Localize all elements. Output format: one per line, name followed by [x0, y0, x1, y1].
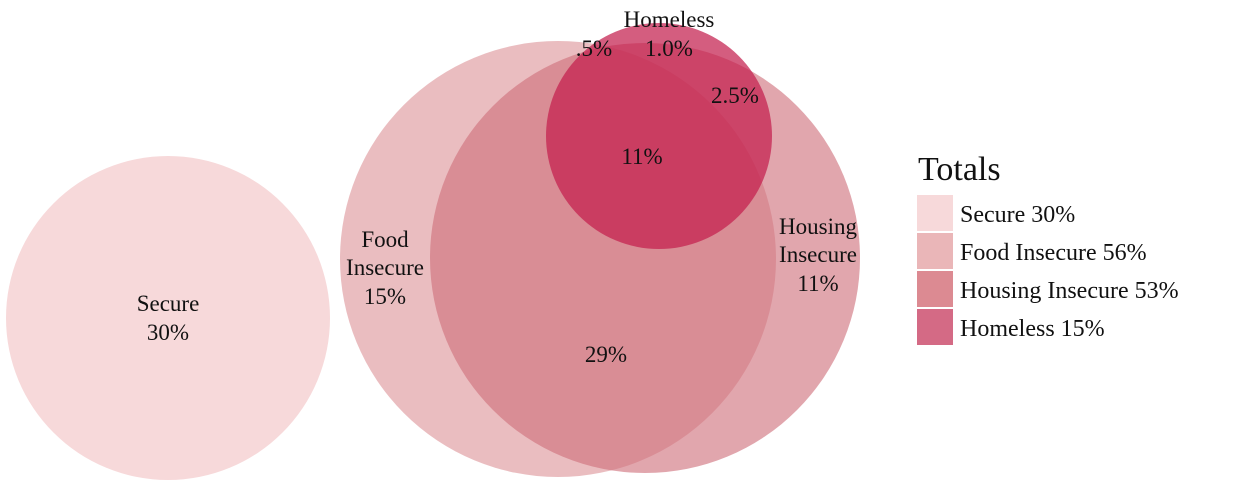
legend-swatch-food: [917, 233, 953, 269]
legend-item-homeless: Homeless 15%: [960, 316, 1105, 342]
legend-item-secure: Secure 30%: [960, 202, 1075, 228]
legend-swatch-homeless: [917, 309, 953, 345]
secure-circle: [6, 156, 330, 480]
food-housing-percent: 29%: [585, 342, 627, 367]
homeless-circle: [546, 23, 772, 249]
legend-swatch-secure: [917, 195, 953, 231]
food-label-line2: Insecure: [346, 255, 424, 280]
homeless-label: Homeless: [624, 7, 715, 32]
food-homeless-percent: .5%: [576, 36, 612, 61]
legend-item-food: Food Insecure 56%: [960, 240, 1147, 266]
legend: Totals Secure 30% Food Insecure 56% Hous…: [917, 151, 1179, 345]
food-label-line1: Food: [361, 227, 409, 252]
homeless-percent: 1.0%: [645, 36, 693, 61]
housing-label-line2: Insecure: [779, 242, 857, 267]
housing-label-line1: Housing: [779, 214, 857, 239]
secure-percent: 30%: [147, 320, 189, 345]
all-three-percent: 11%: [621, 144, 662, 169]
housing-percent: 11%: [797, 271, 838, 296]
food-percent: 15%: [364, 284, 406, 309]
housing-homeless-percent: 2.5%: [711, 83, 759, 108]
legend-title: Totals: [918, 151, 1001, 188]
legend-item-housing: Housing Insecure 53%: [960, 278, 1179, 304]
secure-label: Secure: [137, 291, 200, 316]
legend-swatch-housing: [917, 271, 953, 307]
